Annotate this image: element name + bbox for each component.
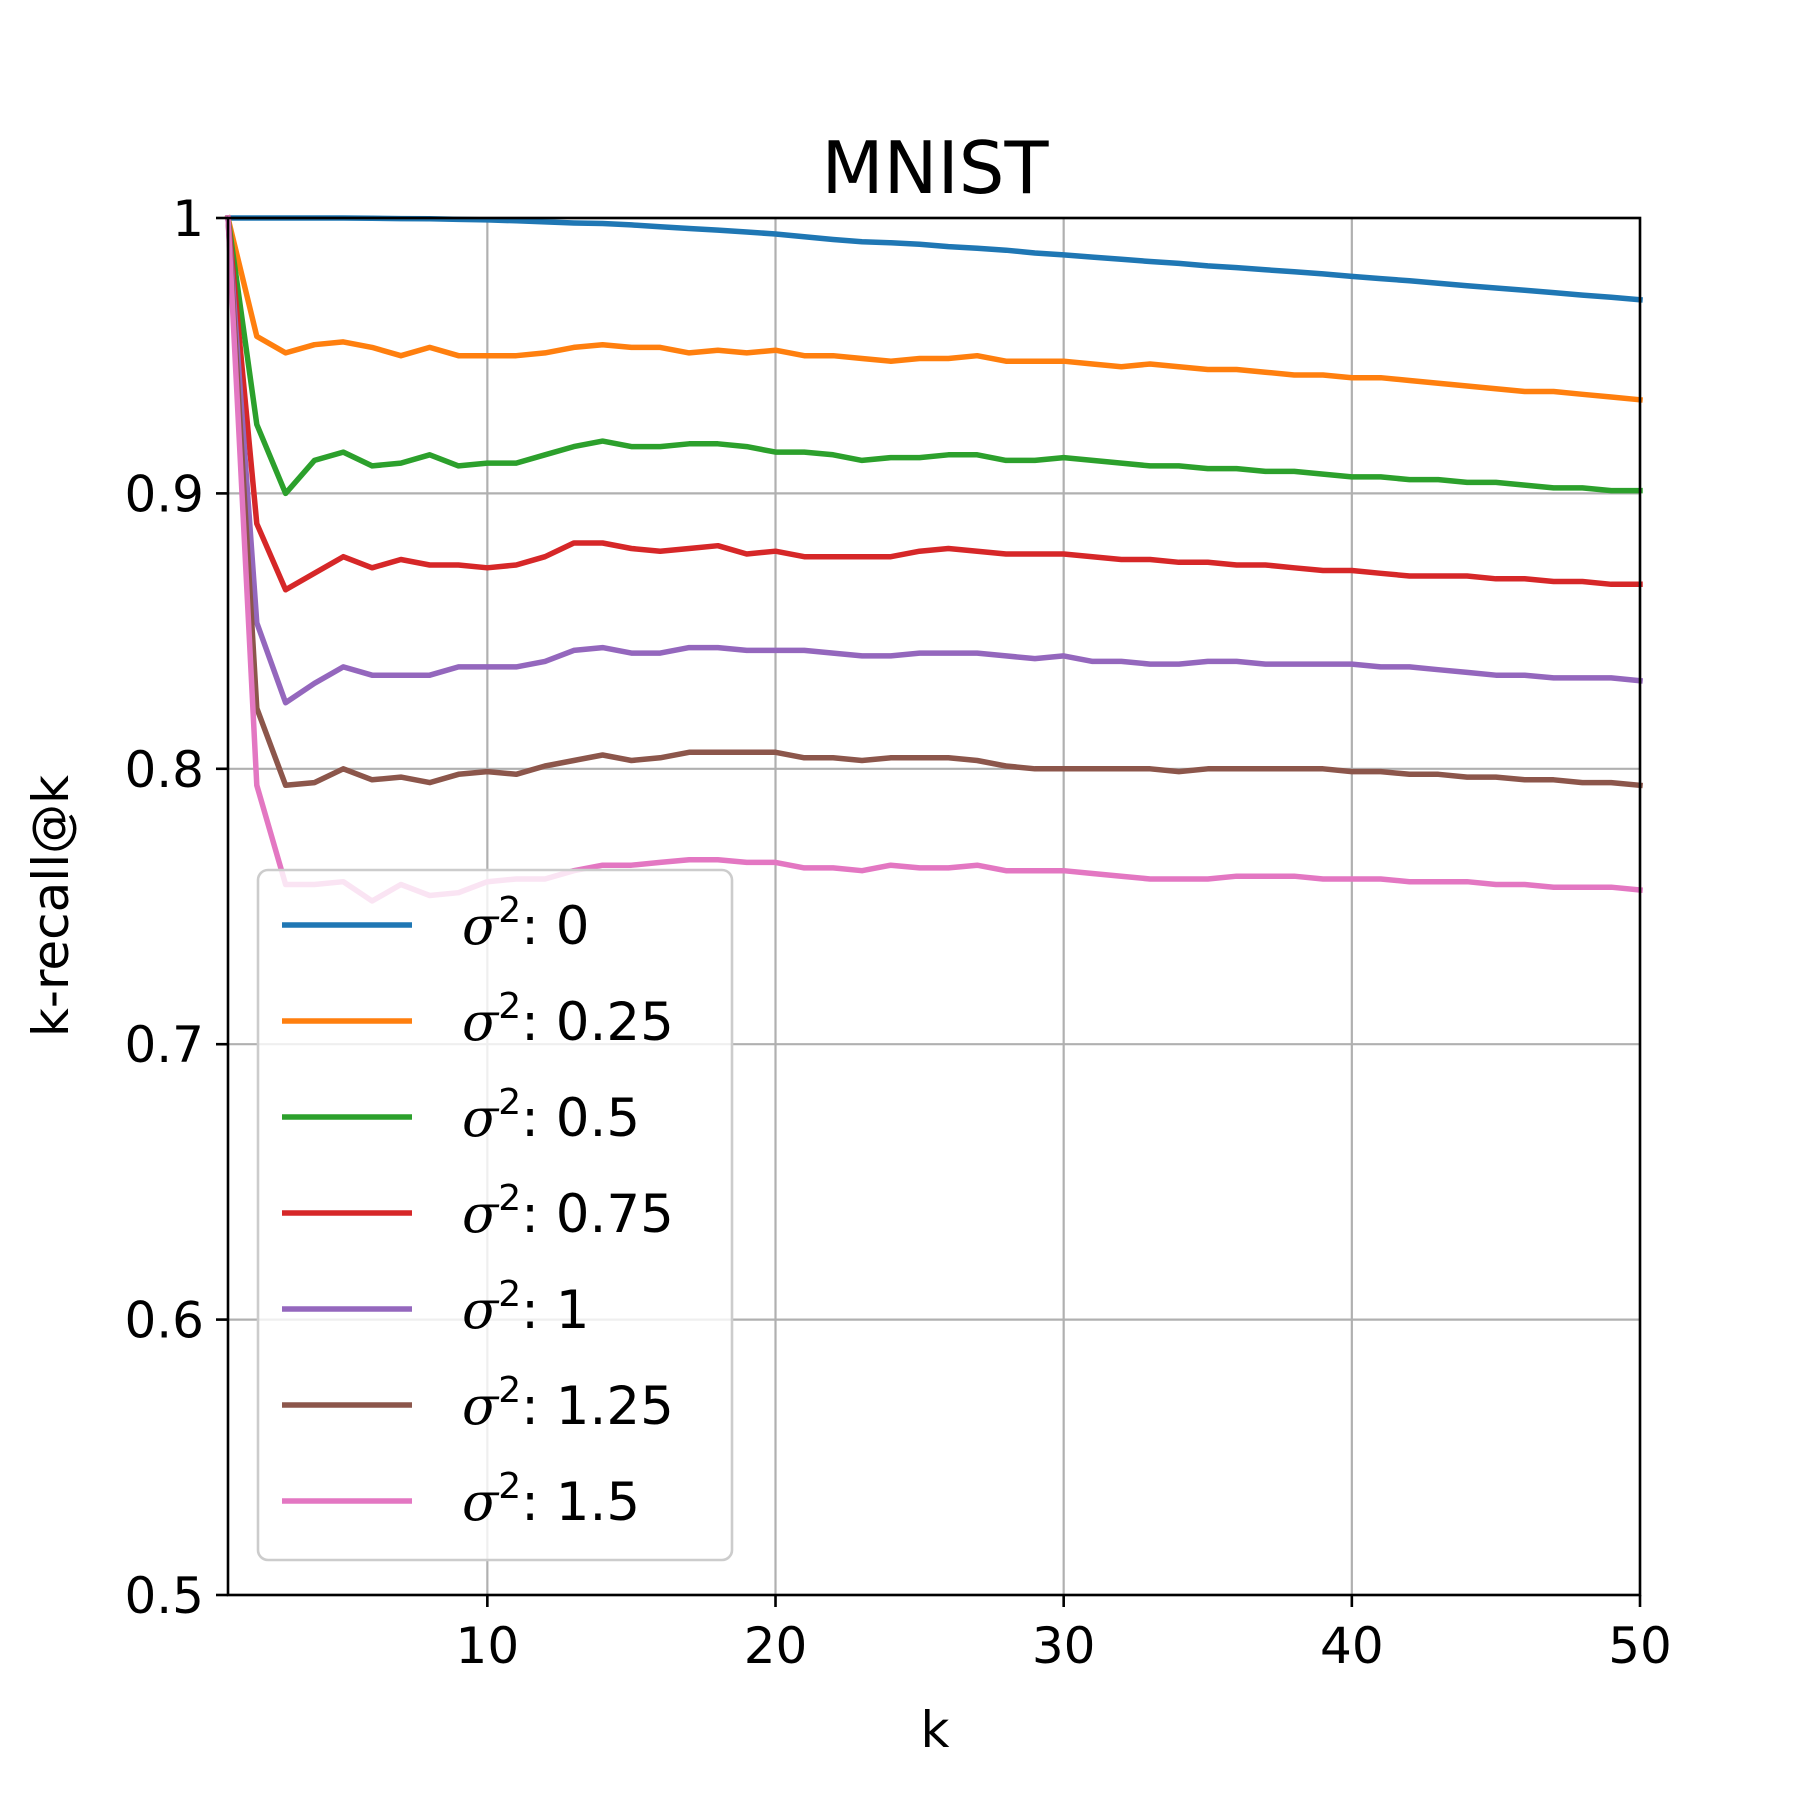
series-line-1 bbox=[225, 215, 1644, 706]
y-axis-label: k-recall@k bbox=[22, 775, 80, 1037]
series-line-0 bbox=[225, 215, 1643, 303]
x-tick-label: 10 bbox=[456, 1617, 520, 1675]
legend-label: σ2: 0 bbox=[462, 890, 590, 957]
series-line-0-5 bbox=[224, 214, 1643, 497]
series-line-1-25 bbox=[225, 215, 1643, 789]
y-tick-label: 0.8 bbox=[124, 741, 204, 799]
chart-title: MNIST bbox=[822, 126, 1050, 210]
legend-label: σ2: 1 bbox=[462, 1274, 590, 1341]
x-tick-label: 20 bbox=[744, 1617, 808, 1675]
x-tick-label: 30 bbox=[1032, 1617, 1096, 1675]
y-tick-label: 0.9 bbox=[124, 465, 204, 523]
y-tick-label: 0.5 bbox=[124, 1567, 204, 1625]
legend-label: σ2: 0.25 bbox=[462, 986, 674, 1053]
y-tick-label: 0.6 bbox=[124, 1292, 204, 1350]
series-lines bbox=[224, 214, 1644, 904]
series-line-0-25 bbox=[224, 214, 1644, 403]
legend-label: σ2: 1.5 bbox=[462, 1466, 640, 1533]
y-tick-label: 1 bbox=[172, 190, 204, 248]
plot-frame bbox=[226, 216, 1642, 1597]
x-tick-label: 50 bbox=[1608, 1617, 1672, 1675]
x-axis-label: k bbox=[921, 1701, 950, 1759]
series-line-1-5 bbox=[225, 215, 1644, 904]
legend-label: σ2: 0.75 bbox=[462, 1178, 674, 1245]
legend: σ2: 0 σ2: 0.25 σ2: 0.5 σ2: 0.75 σ2: 1 σ2: 1.2… bbox=[256, 868, 734, 1562]
y-tick-label: 0.7 bbox=[124, 1016, 204, 1074]
axis-ticks: 10 20 30 40 50 0.5 0.6 0.7 0.8 0.9 1 bbox=[124, 190, 1671, 1675]
x-tick-label: 40 bbox=[1320, 1617, 1384, 1675]
legend-label: σ2: 1.25 bbox=[462, 1370, 674, 1437]
legend-box bbox=[256, 868, 734, 1562]
series-line-0-75 bbox=[225, 215, 1643, 593]
legend-label: σ2: 0.5 bbox=[462, 1082, 640, 1149]
